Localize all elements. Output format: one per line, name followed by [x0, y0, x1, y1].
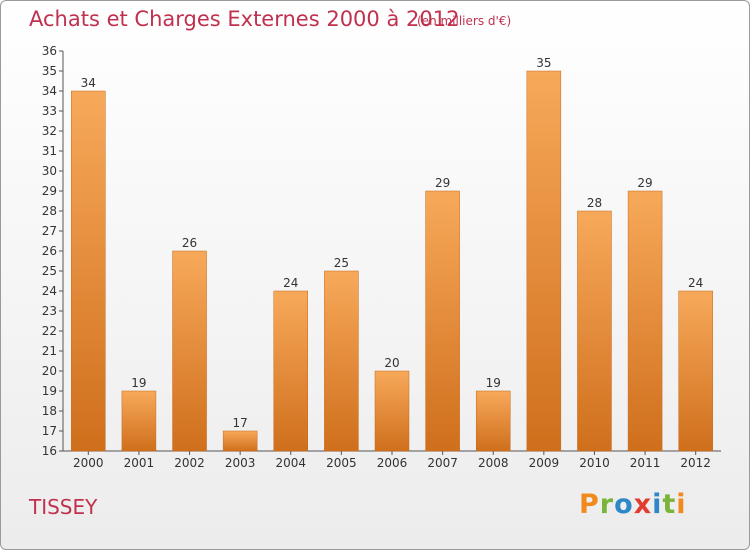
logo-letter: i [652, 489, 663, 520]
y-tick-label: 30 [42, 164, 57, 178]
y-tick-label: 18 [42, 404, 57, 418]
bar-2004 [273, 290, 309, 452]
commune-name: TISSEY [29, 495, 98, 519]
y-tick-label: 36 [42, 44, 57, 58]
data-label: 24 [688, 276, 703, 290]
bar-2006 [374, 370, 410, 452]
x-tick-label: 2006 [377, 456, 408, 470]
bar-2012 [678, 290, 713, 452]
bar-2010 [577, 210, 612, 452]
bar-2009 [526, 70, 562, 452]
y-tick-label: 21 [42, 344, 57, 358]
y-tick-label: 34 [42, 84, 57, 98]
x-tick-label: 2010 [579, 456, 610, 470]
y-tick-label: 24 [42, 284, 57, 298]
bar-2011 [627, 190, 663, 452]
y-tick-label: 35 [42, 64, 57, 78]
bar-2008 [475, 390, 511, 452]
chart-unit: (en milliers d'€) [417, 14, 512, 28]
y-tick-label: 25 [42, 264, 57, 278]
bar-2001 [121, 390, 157, 452]
x-tick-label: 2007 [427, 456, 458, 470]
x-tick-label: 2008 [478, 456, 509, 470]
bar-2002 [172, 250, 207, 452]
data-label: 28 [587, 196, 602, 210]
data-label: 26 [182, 236, 197, 250]
data-label: 20 [384, 356, 399, 370]
chart-bars: 34 19 26 17 24 25 20 29 19 35 28 29 24 [71, 56, 713, 452]
logo-letter: o [614, 489, 634, 520]
logo-letter: t [662, 489, 677, 520]
proxiti-logo: Proxiti [579, 489, 687, 520]
y-tick-label: 28 [42, 204, 57, 218]
logo-letter: i [676, 489, 687, 520]
x-tick-label: 2002 [174, 456, 205, 470]
logo-letter: x [633, 489, 653, 520]
y-tick-label: 32 [42, 124, 57, 138]
data-label: 19 [131, 376, 146, 390]
bar-2007 [425, 190, 460, 452]
data-label: 17 [233, 416, 248, 430]
chart-axes: 16 17 18 19 20 21 22 23 24 25 26 27 28 29 30 31 32 33 34 35… [42, 44, 721, 470]
data-label: 25 [334, 256, 349, 270]
bar-2005 [324, 270, 359, 452]
bar-2000 [71, 90, 106, 452]
y-tick-label: 27 [42, 224, 57, 238]
x-tick-label: 2005 [326, 456, 357, 470]
y-tick-label: 23 [42, 304, 57, 318]
data-label: 29 [435, 176, 450, 190]
y-tick-label: 17 [42, 424, 57, 438]
data-label: 19 [486, 376, 501, 390]
data-label: 34 [81, 76, 96, 90]
logo-letter: r [599, 489, 615, 520]
x-tick-label: 2009 [529, 456, 560, 470]
y-tick-label: 33 [42, 104, 57, 118]
y-tick-label: 29 [42, 184, 57, 198]
x-tick-label: 2000 [73, 456, 104, 470]
chart-title: Achats et Charges Externes 2000 à 2012 [29, 7, 460, 31]
y-tick-label: 26 [42, 244, 57, 258]
y-tick-label: 22 [42, 324, 57, 338]
data-label: 24 [283, 276, 298, 290]
logo-letter: P [579, 489, 600, 520]
y-tick-label: 16 [42, 444, 57, 458]
x-tick-label: 2012 [680, 456, 711, 470]
x-tick-label: 2003 [225, 456, 256, 470]
y-tick-label: 20 [42, 364, 57, 378]
bar-2003 [222, 430, 258, 452]
y-tick-label: 19 [42, 384, 57, 398]
x-tick-label: 2004 [275, 456, 306, 470]
x-tick-label: 2001 [124, 456, 155, 470]
y-tick-label: 31 [42, 144, 57, 158]
data-label: 29 [637, 176, 652, 190]
x-tick-label: 2011 [630, 456, 661, 470]
data-label: 35 [536, 56, 551, 70]
